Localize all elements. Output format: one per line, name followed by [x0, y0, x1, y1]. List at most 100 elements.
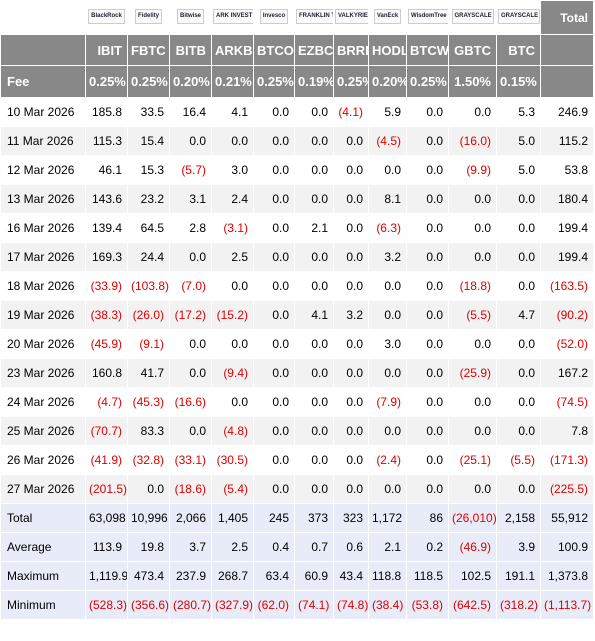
flow-value: 118.5 — [406, 561, 449, 591]
table-body: BlackRock Fidelity Bitwise ARK INVEST Invesc… — [0, 0, 594, 620]
flow-value: (318.2) — [496, 590, 541, 620]
date-row: 10 Mar 2026 185.8 33.5 16.4 4.1 0.0 0.0 (4.1) 5.… — [0, 97, 594, 127]
flow-value: 3.2 — [333, 300, 369, 330]
flow-value: 0.0 — [127, 474, 170, 504]
flow-value: 0.0 — [333, 474, 369, 504]
flow-value: (74.5) — [540, 387, 594, 417]
flow-value: 0.0 — [406, 387, 449, 417]
flow-value: 3.7 — [169, 532, 212, 562]
logo-row: BlackRock Fidelity Bitwise ARK INVEST Invesc… — [0, 0, 594, 35]
ticker: BITB — [169, 34, 212, 66]
flow-value: 167.2 — [540, 358, 594, 388]
summary-row: Total 63,098 10,996 2,066 1,405 245 373 323 1,17… — [0, 503, 594, 533]
flow-value: 2.8 — [169, 213, 212, 243]
flow-value: 115.3 — [85, 126, 128, 156]
flow-value: (356.6) — [127, 590, 170, 620]
flow-value: 0.0 — [169, 242, 212, 272]
date-row: 17 Mar 2026 169.3 24.4 0.0 2.5 0.0 0.0 0.0 3.2 0.… — [0, 242, 594, 272]
flow-value: (4.1) — [333, 97, 369, 127]
flow-value: 0.0 — [294, 155, 334, 185]
flow-value: (45.3) — [127, 387, 170, 417]
flow-value: (16.0) — [448, 126, 497, 156]
fee-value: 0.25% — [85, 65, 128, 98]
empty-cell — [540, 34, 594, 66]
date: 27 Mar 2026 — [0, 474, 86, 504]
flow-value: (33.1) — [169, 445, 212, 475]
flow-value: 0.0 — [169, 329, 212, 359]
flow-value: (642.5) — [448, 590, 497, 620]
logo-cell: GRAYSCALE — [448, 0, 497, 35]
flow-value: 0.0 — [253, 97, 295, 127]
flow-value: (16.6) — [169, 387, 212, 417]
flow-value: (25.9) — [448, 358, 497, 388]
date: 19 Mar 2026 — [0, 300, 86, 330]
flow-value: 0.0 — [211, 329, 254, 359]
date-row: 23 Mar 2026 160.8 41.7 0.0 (9.4) 0.0 0.0 0.0 0.0… — [0, 358, 594, 388]
flow-value: 0.0 — [406, 300, 449, 330]
flow-value: 0.0 — [294, 184, 334, 214]
flow-value: 0.0 — [496, 358, 541, 388]
logo-cell: VanEck — [368, 0, 407, 35]
date-row: 13 Mar 2026 143.6 23.2 3.1 2.4 0.0 0.0 0.0 8.1 0.… — [0, 184, 594, 214]
flow-value: (5.5) — [448, 300, 497, 330]
flow-value: 0.0 — [333, 213, 369, 243]
flow-value: 113.9 — [85, 532, 128, 562]
flow-value: 0.0 — [253, 184, 295, 214]
flow-value: 5.0 — [496, 126, 541, 156]
flow-value: 0.0 — [211, 126, 254, 156]
flow-value: (7.0) — [169, 271, 212, 301]
issuer-logo: Bitwise — [176, 8, 204, 24]
empty-cell — [0, 34, 86, 66]
flow-value: 8.1 — [368, 184, 407, 214]
flow-value: 0.0 — [294, 474, 334, 504]
flow-value: (9.9) — [448, 155, 497, 185]
flow-value: 0.0 — [406, 416, 449, 446]
logo-cell: ARK INVEST — [211, 0, 254, 35]
flow-value: 0.0 — [496, 184, 541, 214]
issuer-logo: VanEck — [373, 8, 402, 24]
flow-value: (7.9) — [368, 387, 407, 417]
flow-value: 24.4 — [127, 242, 170, 272]
flow-value: 4.1 — [211, 97, 254, 127]
flow-value: 0.0 — [253, 300, 295, 330]
flow-value: (5.5) — [496, 445, 541, 475]
flow-value: 0.7 — [294, 532, 334, 562]
flow-value: (25.1) — [448, 445, 497, 475]
date: 20 Mar 2026 — [0, 329, 86, 359]
flow-value: 0.0 — [406, 184, 449, 214]
flow-value: (4.8) — [211, 416, 254, 446]
flow-value: 0.0 — [333, 329, 369, 359]
flow-value: 169.3 — [85, 242, 128, 272]
ticker: FBTC — [127, 34, 170, 66]
logo-cell: GRAYSCALE — [496, 0, 541, 35]
flow-value: 0.0 — [294, 358, 334, 388]
date: 17 Mar 2026 — [0, 242, 86, 272]
fee-value: 0.21% — [211, 65, 254, 98]
flow-value: 0.0 — [406, 155, 449, 185]
flow-value: 0.0 — [294, 387, 334, 417]
issuer-logo: ARK INVEST — [213, 8, 253, 24]
flow-value: 3.9 — [496, 532, 541, 562]
flow-value: (90.2) — [540, 300, 594, 330]
date-row: 19 Mar 2026 (38.3) (26.0) (17.2) (15.2) 0.0 4.… — [0, 300, 594, 330]
flow-value: 268.7 — [211, 561, 254, 591]
fee-value: 0.25% — [406, 65, 449, 98]
flow-value: 0.0 — [368, 416, 407, 446]
logo-cell: Fidelity — [127, 0, 170, 35]
issuer-logo: WisdomTree — [408, 8, 448, 24]
flow-value: 0.0 — [333, 242, 369, 272]
logo-cell: BlackRock — [85, 0, 128, 35]
flow-value: (26.0) — [127, 300, 170, 330]
flow-value: 143.6 — [85, 184, 128, 214]
flow-value: 0.0 — [333, 416, 369, 446]
ticker-row: IBITFBTCBITBARKBBTCOEZBCBRRRHODLBTCWGBTC… — [0, 34, 594, 66]
flow-value: 100.9 — [540, 532, 594, 562]
fee-value: 0.20% — [169, 65, 212, 98]
flow-value: 0.0 — [294, 126, 334, 156]
date-row: 20 Mar 2026 (45.9) (9.1) 0.0 0.0 0.0 0.0 0.0 3.0… — [0, 329, 594, 359]
date: 23 Mar 2026 — [0, 358, 86, 388]
flow-value: 246.9 — [540, 97, 594, 127]
logo-cell: FRANKLIN TEMPLETON — [294, 0, 334, 35]
flow-value: 16.4 — [169, 97, 212, 127]
etf-flow-table: BlackRock Fidelity Bitwise ARK INVEST Invesc… — [0, 0, 594, 620]
